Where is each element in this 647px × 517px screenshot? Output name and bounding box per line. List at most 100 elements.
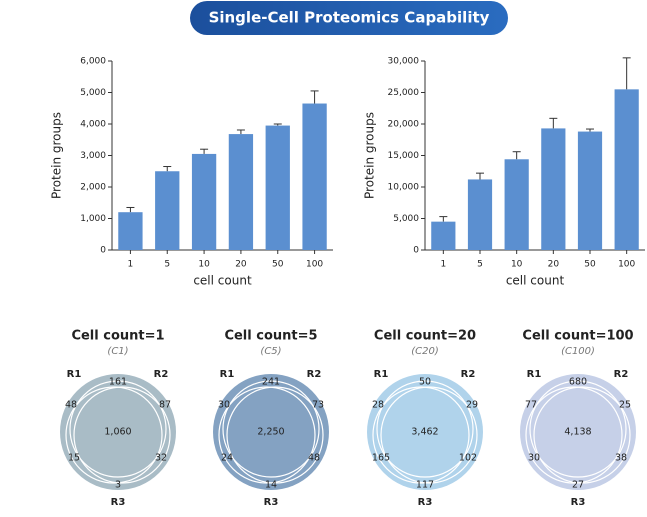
venn-region-count: 27 — [572, 480, 584, 491]
x-tick-label: 100 — [618, 260, 635, 270]
venn-set — [372, 386, 470, 484]
venn-set — [533, 386, 631, 484]
y-tick-label: 10,000 — [388, 183, 420, 193]
bar — [118, 212, 143, 250]
x-tick-label: 5 — [477, 260, 483, 270]
venn-disc — [60, 374, 176, 490]
venn-disc — [520, 374, 636, 490]
x-tick-label: 1 — [128, 260, 134, 270]
venn-region-count: 38 — [615, 453, 627, 464]
venn-region-count: 165 — [372, 453, 390, 464]
bar — [504, 159, 529, 250]
venn-region-count: 4,138 — [564, 427, 591, 438]
venn-set — [73, 386, 171, 484]
venn-title: Cell count=20 — [374, 329, 476, 344]
venn-set-label: R2 — [614, 369, 629, 380]
venn-region-count: 48 — [308, 453, 320, 464]
venn-set — [525, 386, 623, 484]
venn-set-label: R3 — [264, 497, 279, 508]
venn-set — [529, 380, 627, 478]
page-title: Single-Cell Proteomics Capability — [209, 9, 490, 27]
venn-title: Cell count=100 — [522, 329, 633, 344]
x-tick-label: 10 — [511, 260, 523, 270]
x-axis-label: cell count — [506, 274, 565, 288]
venn-region-count: 2,250 — [257, 427, 284, 438]
venn-set-label: R3 — [111, 497, 126, 508]
venn-set-label: R1 — [220, 369, 235, 380]
venn-region-count: 30 — [528, 453, 540, 464]
venn-region-count: 48 — [65, 400, 77, 411]
venn-disc — [213, 374, 329, 490]
y-tick-label: 0 — [100, 246, 106, 256]
venn-region-count: 73 — [312, 400, 324, 411]
y-axis-label: Protein groups — [363, 112, 377, 199]
venn-region-count: 87 — [159, 400, 171, 411]
venn-set-label: R1 — [374, 369, 389, 380]
venn-subtitle: (C100) — [561, 346, 595, 357]
bar — [228, 134, 254, 250]
y-tick-label: 0 — [413, 246, 419, 256]
venn-set-label: R1 — [67, 369, 82, 380]
venn-region-count: 3 — [115, 480, 121, 491]
venn-set — [376, 380, 474, 478]
venn-subtitle: (C1) — [107, 346, 128, 357]
bar — [302, 103, 327, 251]
venn-set — [218, 386, 316, 484]
venn-region-count: 32 — [155, 453, 167, 464]
bar — [541, 128, 566, 250]
x-tick-label: 100 — [306, 260, 323, 270]
y-tick-label: 20,000 — [388, 120, 420, 130]
y-axis-label: Protein groups — [50, 112, 64, 199]
x-tick-label: 20 — [548, 260, 560, 270]
bar — [265, 125, 290, 250]
x-axis-label: cell count — [193, 274, 252, 288]
y-tick-label: 25,000 — [388, 88, 420, 98]
bar — [191, 153, 217, 250]
venn-region-count: 680 — [569, 377, 587, 388]
venn-set — [380, 386, 478, 484]
venn-region-count: 30 — [218, 400, 230, 411]
venn-disc — [367, 374, 483, 490]
venn-region-count: 241 — [262, 377, 280, 388]
y-tick-label: 5,000 — [80, 88, 106, 98]
venn-region-count: 14 — [265, 480, 277, 491]
bar — [614, 89, 639, 250]
venn-region-count: 28 — [372, 400, 384, 411]
x-tick-label: 20 — [235, 260, 247, 270]
venn-region-count: 117 — [416, 480, 434, 491]
venn-set — [69, 380, 167, 478]
venn-set — [226, 386, 324, 484]
title-pill — [190, 1, 508, 35]
venn-region-count: 15 — [68, 453, 80, 464]
y-tick-label: 30,000 — [388, 57, 420, 67]
y-tick-label: 15,000 — [388, 151, 420, 161]
venn-region-count: 50 — [419, 377, 431, 388]
y-tick-label: 5,000 — [393, 214, 419, 224]
venn-region-count: 25 — [619, 400, 631, 411]
venn-region-count: 102 — [459, 453, 477, 464]
venn-set — [222, 380, 320, 478]
venn-region-count: 161 — [109, 377, 127, 388]
venn-region-count: 24 — [221, 453, 233, 464]
bar — [577, 131, 603, 250]
bar — [467, 179, 493, 250]
venn-set-label: R3 — [418, 497, 433, 508]
y-tick-label: 2,000 — [80, 183, 106, 193]
venn-subtitle: (C20) — [411, 346, 439, 357]
y-tick-label: 3,000 — [80, 151, 106, 161]
x-tick-label: 5 — [164, 260, 170, 270]
venn-set-label: R2 — [307, 369, 322, 380]
venn-region-count: 3,462 — [411, 427, 438, 438]
venn-set-label: R2 — [154, 369, 169, 380]
x-tick-label: 50 — [584, 260, 596, 270]
venn-region-count: 77 — [525, 400, 537, 411]
venn-set — [65, 386, 163, 484]
bar — [431, 221, 456, 250]
venn-set-label: R2 — [461, 369, 476, 380]
bar — [155, 171, 180, 250]
x-tick-label: 50 — [272, 260, 284, 270]
venn-set-label: R1 — [527, 369, 542, 380]
x-tick-label: 1 — [440, 260, 446, 270]
venn-set-label: R3 — [571, 497, 586, 508]
